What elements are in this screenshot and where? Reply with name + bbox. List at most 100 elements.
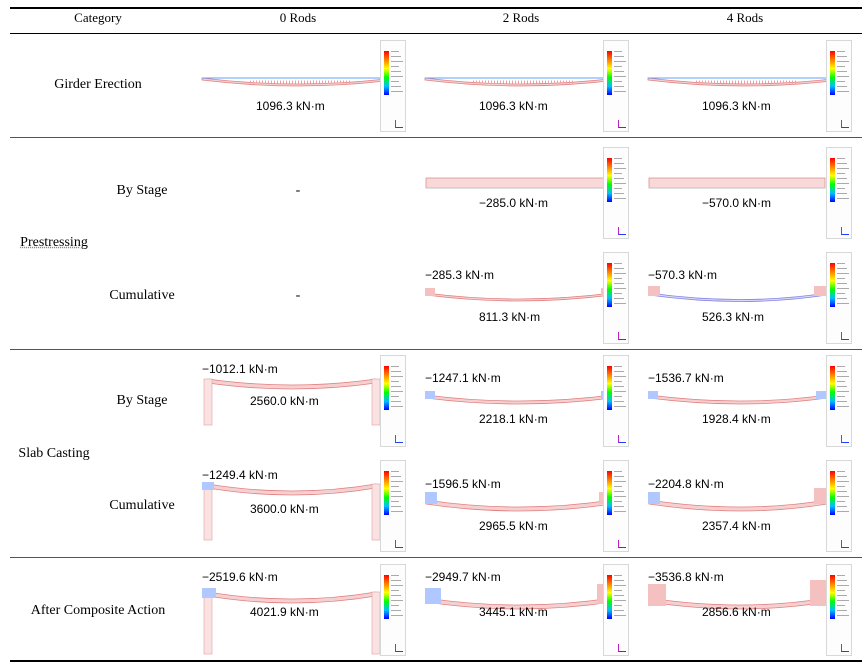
diagram-slab-stage-2: −1247.1 kN·m 2218.1 kN·m [423, 353, 643, 453]
color-scale [384, 366, 389, 410]
diagram-composite-2: −2949.7 kN·m 3445.1 kN·m [423, 562, 643, 662]
legend-line [837, 381, 845, 382]
legend-line [837, 481, 849, 482]
legend-panel [603, 40, 629, 132]
legend-line [391, 396, 399, 397]
axis-icon [618, 540, 626, 548]
diagram-slab-stage-0: −1012.1 kN·m 2560.0 kN·m [200, 353, 420, 453]
legend-line [837, 178, 847, 179]
row-girder-erection: Girder Erection [54, 77, 142, 92]
legend-line [391, 600, 403, 601]
legend-line [391, 595, 401, 596]
value-positive: 1928.4 kN·m [702, 412, 771, 426]
color-scale [830, 575, 835, 619]
value-positive: 1096.3 kN·m [256, 99, 325, 113]
legend-line [837, 303, 849, 304]
header-rule [10, 33, 862, 34]
legend-line [614, 81, 622, 82]
legend-line [391, 66, 399, 67]
diagram-girder-2: 1096.3 kN·m [423, 38, 643, 138]
table-bottom-rule [10, 660, 862, 662]
legend-line [837, 298, 847, 299]
diagram-prestress-cum-4: −570.3 kN·m 526.3 kN·m [646, 250, 866, 350]
legend-line [837, 158, 845, 159]
legend-line [837, 371, 847, 372]
legend-panel [603, 564, 629, 656]
legend-line [614, 590, 622, 591]
legend-line [614, 283, 624, 284]
legend-line [391, 481, 403, 482]
legend-line [614, 188, 622, 189]
legend-line [614, 381, 622, 382]
legend-line [391, 81, 399, 82]
legend-line [614, 61, 626, 62]
value-negative: −2949.7 kN·m [425, 570, 501, 584]
legend-panel [826, 355, 852, 447]
diagram-slab-stage-4: −1536.7 kN·m 1928.4 kN·m [646, 353, 866, 453]
legend-line [391, 605, 399, 606]
value-positive: 2218.1 kN·m [479, 412, 548, 426]
axis-icon [618, 120, 626, 128]
legend-line [391, 376, 403, 377]
legend-line [614, 615, 626, 616]
legend-line [837, 471, 845, 472]
color-scale [830, 366, 835, 410]
legend-line [391, 91, 403, 92]
legend-line [614, 391, 626, 392]
legend-panel [380, 460, 406, 552]
diagram-composite-4: −3536.8 kN·m 2856.6 kN·m [646, 562, 866, 662]
legend-line [391, 476, 401, 477]
row-slab-by-stage: By Stage [116, 393, 168, 408]
legend-line [614, 66, 622, 67]
value-negative: −285.0 kN·m [479, 196, 549, 210]
legend-line [837, 283, 847, 284]
value-positive: 526.3 kN·m [702, 310, 765, 324]
legend-line [837, 288, 849, 289]
legend-line [614, 303, 626, 304]
legend-line [391, 471, 399, 472]
legend-line [837, 263, 845, 264]
axis-icon [618, 332, 626, 340]
section-rule [10, 557, 862, 558]
legend-panel [603, 355, 629, 447]
legend-line [837, 183, 849, 184]
moment-diagram [202, 482, 381, 541]
legend-line [614, 386, 624, 387]
legend-line [837, 168, 849, 169]
legend-line [391, 386, 401, 387]
legend-line [614, 471, 622, 472]
legend-panel [826, 252, 852, 344]
moment-diagram [648, 177, 826, 189]
moment-diagram [648, 488, 828, 512]
legend-line [614, 178, 624, 179]
value-negative: −1536.7 kN·m [648, 371, 724, 385]
legend-panel [380, 40, 406, 132]
legend-line [837, 193, 847, 194]
legend-line [614, 56, 624, 57]
legend-line [614, 163, 624, 164]
diagram-slab-cum-2: −1596.5 kN·m 2965.5 kN·m [423, 458, 643, 558]
value-positive: 3445.1 kN·m [479, 605, 548, 619]
legend-panel [826, 40, 852, 132]
axis-icon [841, 644, 849, 652]
legend-line [614, 278, 622, 279]
moment-diagram [203, 378, 381, 426]
legend-line [837, 615, 849, 616]
legend-line [391, 56, 401, 57]
legend-line [837, 273, 849, 274]
value-negative: −2519.6 kN·m [202, 570, 278, 584]
diagram-slab-cum-4: −2204.8 kN·m 2357.4 kN·m [646, 458, 866, 558]
legend-line [391, 406, 403, 407]
legend-line [614, 158, 622, 159]
value-positive: 2965.5 kN·m [479, 519, 548, 533]
legend-line [391, 366, 399, 367]
value-negative: −2204.8 kN·m [648, 477, 724, 491]
legend-line [837, 278, 845, 279]
legend-line [614, 268, 624, 269]
axis-icon [841, 120, 849, 128]
legend-line [614, 511, 626, 512]
legend-line [614, 481, 626, 482]
legend-line [837, 268, 847, 269]
legend-line [614, 595, 624, 596]
legend-line [837, 590, 845, 591]
